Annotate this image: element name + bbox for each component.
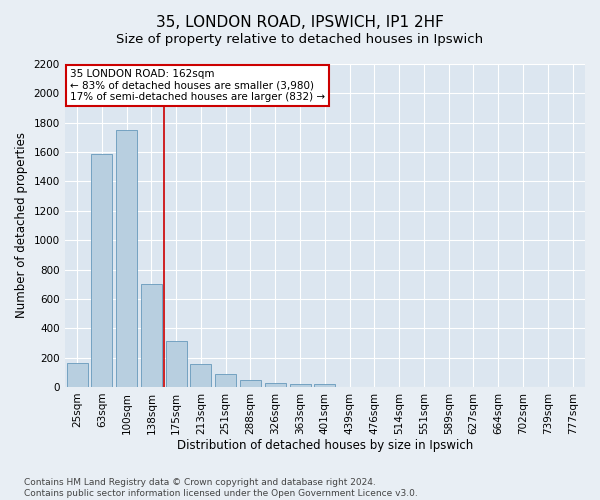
Text: 35 LONDON ROAD: 162sqm
← 83% of detached houses are smaller (3,980)
17% of semi-: 35 LONDON ROAD: 162sqm ← 83% of detached… (70, 69, 325, 102)
Bar (67, 364, 88, 387)
Bar (240, 380, 261, 387)
X-axis label: Distribution of detached houses by size in Ipswich: Distribution of detached houses by size … (177, 440, 473, 452)
Y-axis label: Number of detached properties: Number of detached properties (15, 132, 28, 318)
Bar (190, 364, 211, 387)
Bar (290, 384, 311, 387)
Bar (215, 374, 236, 387)
Text: Contains HM Land Registry data © Crown copyright and database right 2024.
Contai: Contains HM Land Registry data © Crown c… (24, 478, 418, 498)
Text: Size of property relative to detached houses in Ipswich: Size of property relative to detached ho… (116, 32, 484, 46)
Bar (265, 382, 286, 387)
Bar (166, 342, 187, 387)
Bar (116, 130, 137, 387)
Bar (141, 284, 162, 387)
Bar (91, 154, 112, 387)
Text: 35, LONDON ROAD, IPSWICH, IP1 2HF: 35, LONDON ROAD, IPSWICH, IP1 2HF (156, 15, 444, 30)
Bar (314, 384, 335, 387)
